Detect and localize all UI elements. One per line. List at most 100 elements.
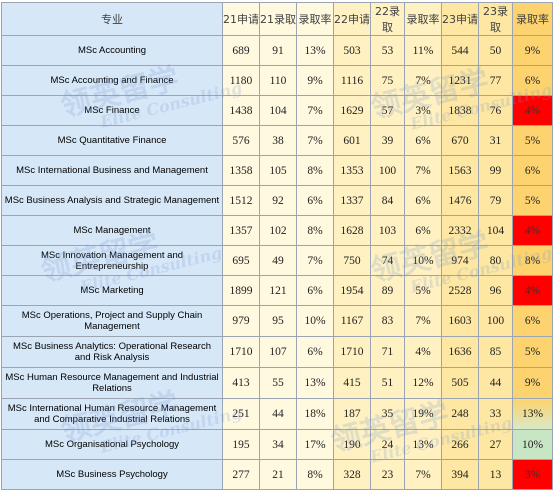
table-row: MSc International Human Resource Managem… xyxy=(1,398,553,430)
offers-23: 85 xyxy=(478,336,513,368)
applications-23: 266 xyxy=(441,429,479,460)
offers-22: 35 xyxy=(370,398,405,430)
offers-21: 49 xyxy=(259,245,297,276)
table-row: MSc Marketing 1899 121 6% 1954 89 5% 2528 96 4% xyxy=(1,275,553,306)
program-name: MSc Innovation Management and Entreprene… xyxy=(1,245,223,276)
offers-21: 107 xyxy=(259,336,297,368)
header-offers-21: 21录取 xyxy=(259,2,297,36)
offers-22: 74 xyxy=(370,245,405,276)
offers-21: 121 xyxy=(259,275,297,306)
applications-22: 1954 xyxy=(333,275,371,306)
rate-21: 8% xyxy=(296,215,334,246)
applications-23: 1636 xyxy=(441,336,479,368)
offers-23: 96 xyxy=(478,275,513,306)
rate-21: 13% xyxy=(296,367,334,399)
applications-22: 190 xyxy=(333,429,371,460)
applications-22: 503 xyxy=(333,35,371,66)
offers-21: 38 xyxy=(259,125,297,156)
applications-22: 750 xyxy=(333,245,371,276)
applications-21: 195 xyxy=(222,429,260,460)
rate-23: 5% xyxy=(512,125,553,156)
table-row: MSc Business Psychology 277 21 8% 328 23 7% 394… xyxy=(1,459,553,490)
offers-23: 33 xyxy=(478,398,513,430)
applications-21: 277 xyxy=(222,459,260,490)
table-row: MSc Innovation Management and Entreprene… xyxy=(1,245,553,276)
offers-22: 84 xyxy=(370,185,405,216)
table-row: MSc Accounting 689 91 13% 503 53 11% 544 50 9% xyxy=(1,35,553,66)
header-rate-23: 录取率 xyxy=(512,2,553,36)
program-name: MSc Human Resource Management and Indust… xyxy=(1,367,223,399)
applications-22: 1337 xyxy=(333,185,371,216)
offers-23: 27 xyxy=(478,429,513,460)
program-name: MSc Business Analysis and Strategic Mana… xyxy=(1,185,223,216)
program-name: MSc Finance xyxy=(1,95,223,126)
header-row: 专业 21申请 21录取 录取率 22申请 22录取 录取率 23申请 23录取… xyxy=(1,2,553,36)
offers-21: 102 xyxy=(259,215,297,246)
rate-22: 3% xyxy=(404,95,442,126)
applications-23: 670 xyxy=(441,125,479,156)
offers-22: 24 xyxy=(370,429,405,460)
applications-21: 1357 xyxy=(222,215,260,246)
applications-23: 2332 xyxy=(441,215,479,246)
program-name: MSc Operations, Project and Supply Chain… xyxy=(1,305,223,337)
applications-21: 1180 xyxy=(222,65,260,96)
applications-23: 1231 xyxy=(441,65,479,96)
program-name: MSc International Business and Managemen… xyxy=(1,155,223,186)
rate-23: 5% xyxy=(512,185,553,216)
offers-21: 105 xyxy=(259,155,297,186)
offers-21: 110 xyxy=(259,65,297,96)
offers-23: 50 xyxy=(478,35,513,66)
offers-23: 44 xyxy=(478,367,513,399)
program-name: MSc Accounting xyxy=(1,35,223,66)
offers-21: 95 xyxy=(259,305,297,337)
offers-23: 79 xyxy=(478,185,513,216)
applications-22: 1167 xyxy=(333,305,371,337)
applications-21: 1710 xyxy=(222,336,260,368)
offers-21: 92 xyxy=(259,185,297,216)
rate-23: 6% xyxy=(512,155,553,186)
table-body: MSc Accounting 689 91 13% 503 53 11% 544 50 9% MSc… xyxy=(1,35,553,490)
program-name: MSc Marketing xyxy=(1,275,223,306)
rate-22: 6% xyxy=(404,125,442,156)
applications-21: 979 xyxy=(222,305,260,337)
offers-23: 80 xyxy=(478,245,513,276)
applications-22: 415 xyxy=(333,367,371,399)
rate-22: 13% xyxy=(404,429,442,460)
rate-23: 3% xyxy=(512,459,553,490)
applications-22: 1353 xyxy=(333,155,371,186)
applications-21: 689 xyxy=(222,35,260,66)
applications-22: 1629 xyxy=(333,95,371,126)
applications-22: 328 xyxy=(333,459,371,490)
table-row: MSc Management 1357 102 8% 1628 103 6% 2332 104 4… xyxy=(1,215,553,246)
rate-21: 9% xyxy=(296,65,334,96)
program-name: MSc Business Analytics: Operational Rese… xyxy=(1,336,223,368)
offers-22: 71 xyxy=(370,336,405,368)
applications-22: 601 xyxy=(333,125,371,156)
table-row: MSc International Business and Managemen… xyxy=(1,155,553,186)
offers-22: 103 xyxy=(370,215,405,246)
applications-23: 248 xyxy=(441,398,479,430)
table-row: MSc Business Analytics: Operational Rese… xyxy=(1,336,553,368)
rate-22: 12% xyxy=(404,367,442,399)
offers-22: 75 xyxy=(370,65,405,96)
applications-21: 1512 xyxy=(222,185,260,216)
offers-21: 55 xyxy=(259,367,297,399)
rate-22: 7% xyxy=(404,65,442,96)
rate-23: 8% xyxy=(512,245,553,276)
program-name: MSc International Human Resource Managem… xyxy=(1,398,223,430)
rate-21: 17% xyxy=(296,429,334,460)
rate-21: 8% xyxy=(296,155,334,186)
header-applications-23: 23申请 xyxy=(441,2,479,36)
header-program: 专业 xyxy=(1,2,223,36)
applications-23: 1838 xyxy=(441,95,479,126)
rate-21: 8% xyxy=(296,459,334,490)
rate-22: 11% xyxy=(404,35,442,66)
applications-21: 1899 xyxy=(222,275,260,306)
table-row: MSc Human Resource Management and Indust… xyxy=(1,367,553,399)
rate-22: 6% xyxy=(404,185,442,216)
table-row: MSc Accounting and Finance 1180 110 9% 1116 7… xyxy=(1,65,553,96)
offers-22: 89 xyxy=(370,275,405,306)
applications-21: 251 xyxy=(222,398,260,430)
header-applications-22: 22申请 xyxy=(333,2,371,36)
